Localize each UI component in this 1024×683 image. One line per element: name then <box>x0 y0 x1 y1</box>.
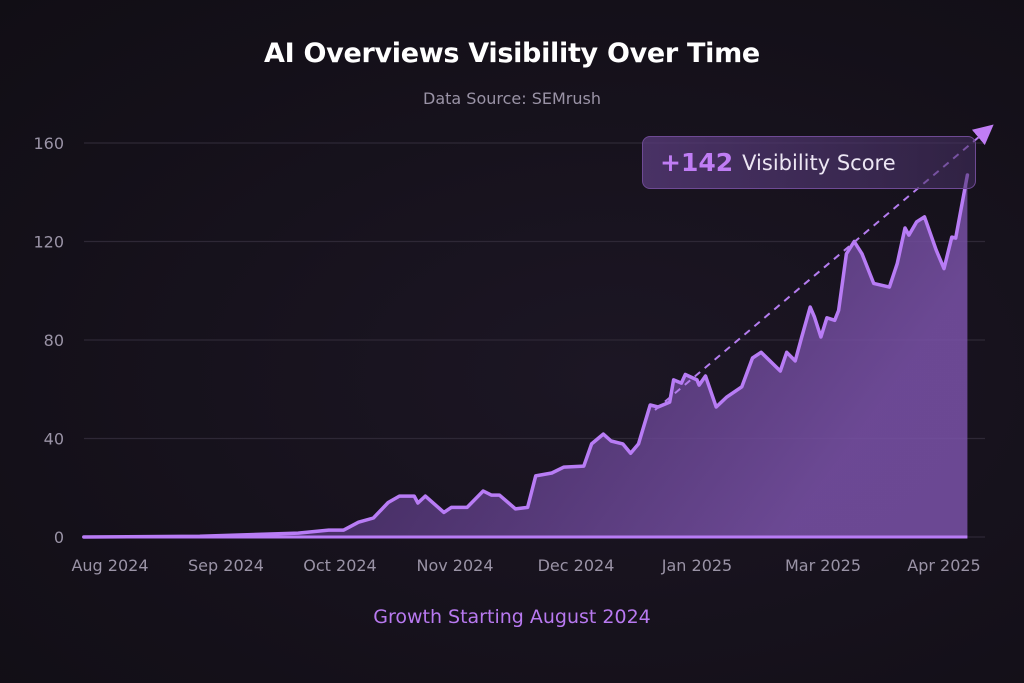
x-tick-label: Jan 2025 <box>661 556 732 575</box>
x-tick-label: Aug 2024 <box>71 556 148 575</box>
x-tick-label: Sep 2024 <box>188 556 264 575</box>
visibility-score-badge: +142 Visibility Score <box>642 136 976 189</box>
chart-subtitle: Data Source: SEMrush <box>423 89 601 108</box>
series-line <box>82 173 970 539</box>
y-tick-label: 0 <box>54 528 64 547</box>
x-tick-label: Mar 2025 <box>785 556 861 575</box>
x-tick-label: Apr 2025 <box>907 556 980 575</box>
x-tick-label: Dec 2024 <box>538 556 615 575</box>
area-fill <box>83 175 968 537</box>
chart-title: AI Overviews Visibility Over Time <box>264 38 760 69</box>
chart-footer: Growth Starting August 2024 <box>373 606 651 628</box>
x-tick-label: Nov 2024 <box>416 556 493 575</box>
y-tick-label: 80 <box>44 331 64 350</box>
score-delta: +142 <box>660 148 734 177</box>
score-label: Visibility Score <box>742 150 896 175</box>
y-tick-label: 120 <box>33 233 64 252</box>
y-tick-label: 40 <box>44 430 64 449</box>
x-tick-label: Oct 2024 <box>303 556 376 575</box>
y-tick-label: 160 <box>33 134 64 153</box>
